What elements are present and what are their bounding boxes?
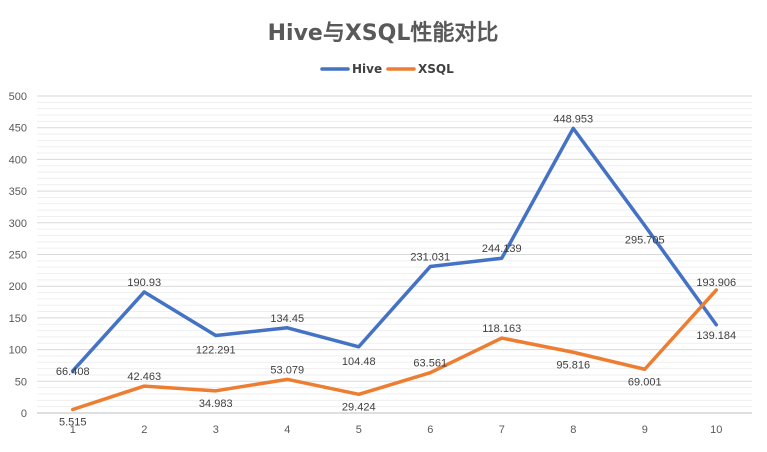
data-point-hive — [142, 290, 146, 294]
x-tick-label: 9 — [642, 424, 648, 436]
data-point-hive — [643, 224, 647, 228]
x-axis: 1 2 3 4 5 6 7 8 9 10 — [70, 424, 723, 436]
data-labels: 66.408 190.93 122.291 134.45 104.48 231.031 24… — [56, 113, 736, 428]
x-tick-label: 6 — [427, 424, 433, 436]
series-line-hive — [71, 126, 718, 373]
data-point-xsql — [428, 371, 432, 375]
data-label-hive: 448.953 — [553, 113, 593, 125]
data-point-xsql — [571, 350, 575, 354]
data-label-xsql: 193.906 — [696, 277, 736, 289]
x-tick-label: 4 — [284, 424, 290, 436]
data-label-xsql: 42.463 — [127, 371, 161, 383]
y-tick-label: 500 — [9, 91, 27, 103]
y-tick-label: 150 — [9, 313, 27, 325]
legend: Hive XSQL — [320, 62, 454, 76]
data-point-xsql — [142, 384, 146, 388]
data-label-hive: 104.48 — [342, 356, 376, 368]
x-tick-label: 5 — [356, 424, 362, 436]
data-point-hive — [714, 323, 718, 327]
data-point-hive — [285, 326, 289, 330]
gridlines — [37, 95, 752, 414]
legend-label-xsql: XSQL — [418, 62, 454, 76]
x-tick-label: 3 — [213, 424, 219, 436]
y-tick-label: 250 — [9, 250, 27, 262]
data-point-xsql — [285, 377, 289, 381]
data-label-xsql: 29.424 — [342, 401, 376, 413]
x-tick-label: 10 — [710, 424, 722, 436]
data-label-xsql: 95.816 — [556, 359, 590, 371]
y-tick-label: 50 — [15, 376, 27, 388]
data-point-xsql — [214, 389, 218, 393]
data-point-hive — [71, 369, 75, 373]
y-tick-label: 200 — [9, 281, 27, 293]
data-label-xsql: 5.515 — [59, 417, 87, 429]
data-point-hive — [428, 265, 432, 269]
data-point-hive — [500, 256, 504, 260]
data-label-hive: 122.291 — [196, 344, 236, 356]
series — [71, 126, 718, 412]
y-tick-label: 450 — [9, 123, 27, 135]
data-point-xsql — [714, 288, 718, 292]
data-point-hive — [571, 126, 575, 130]
x-tick-label: 8 — [570, 424, 576, 436]
y-axis: 0 50 100 150 200 250 300 350 400 450 500 — [9, 91, 27, 420]
y-tick-label: 0 — [21, 408, 27, 420]
data-point-xsql — [357, 392, 361, 396]
data-point-hive — [214, 333, 218, 337]
y-tick-label: 400 — [9, 154, 27, 166]
data-point-xsql — [643, 367, 647, 371]
data-label-hive: 190.93 — [127, 277, 161, 289]
data-label-xsql: 118.163 — [482, 323, 521, 335]
data-label-xsql: 34.983 — [199, 398, 233, 410]
data-label-xsql: 69.001 — [628, 376, 662, 388]
data-label-hive: 66.408 — [56, 366, 90, 378]
y-tick-label: 300 — [9, 218, 27, 230]
x-tick-label: 1 — [70, 424, 76, 436]
data-point-hive — [357, 345, 361, 349]
data-label-hive: 244.139 — [482, 243, 522, 255]
data-label-xsql: 63.561 — [413, 358, 447, 370]
data-point-xsql — [500, 336, 504, 340]
y-tick-label: 350 — [9, 186, 27, 198]
legend-label-hive: Hive — [352, 62, 382, 76]
chart-title: Hive与XSQL性能对比 — [268, 20, 499, 46]
series-line-xsql — [71, 288, 718, 412]
data-label-hive: 134.45 — [270, 313, 304, 325]
data-label-hive: 139.184 — [696, 330, 736, 342]
y-tick-label: 100 — [9, 345, 27, 357]
data-label-xsql: 53.079 — [270, 364, 304, 376]
data-point-xsql — [71, 408, 75, 412]
x-tick-label: 2 — [141, 424, 147, 436]
x-tick-label: 7 — [499, 424, 505, 436]
data-label-hive: 295.705 — [625, 235, 665, 247]
data-label-hive: 231.031 — [410, 252, 450, 264]
